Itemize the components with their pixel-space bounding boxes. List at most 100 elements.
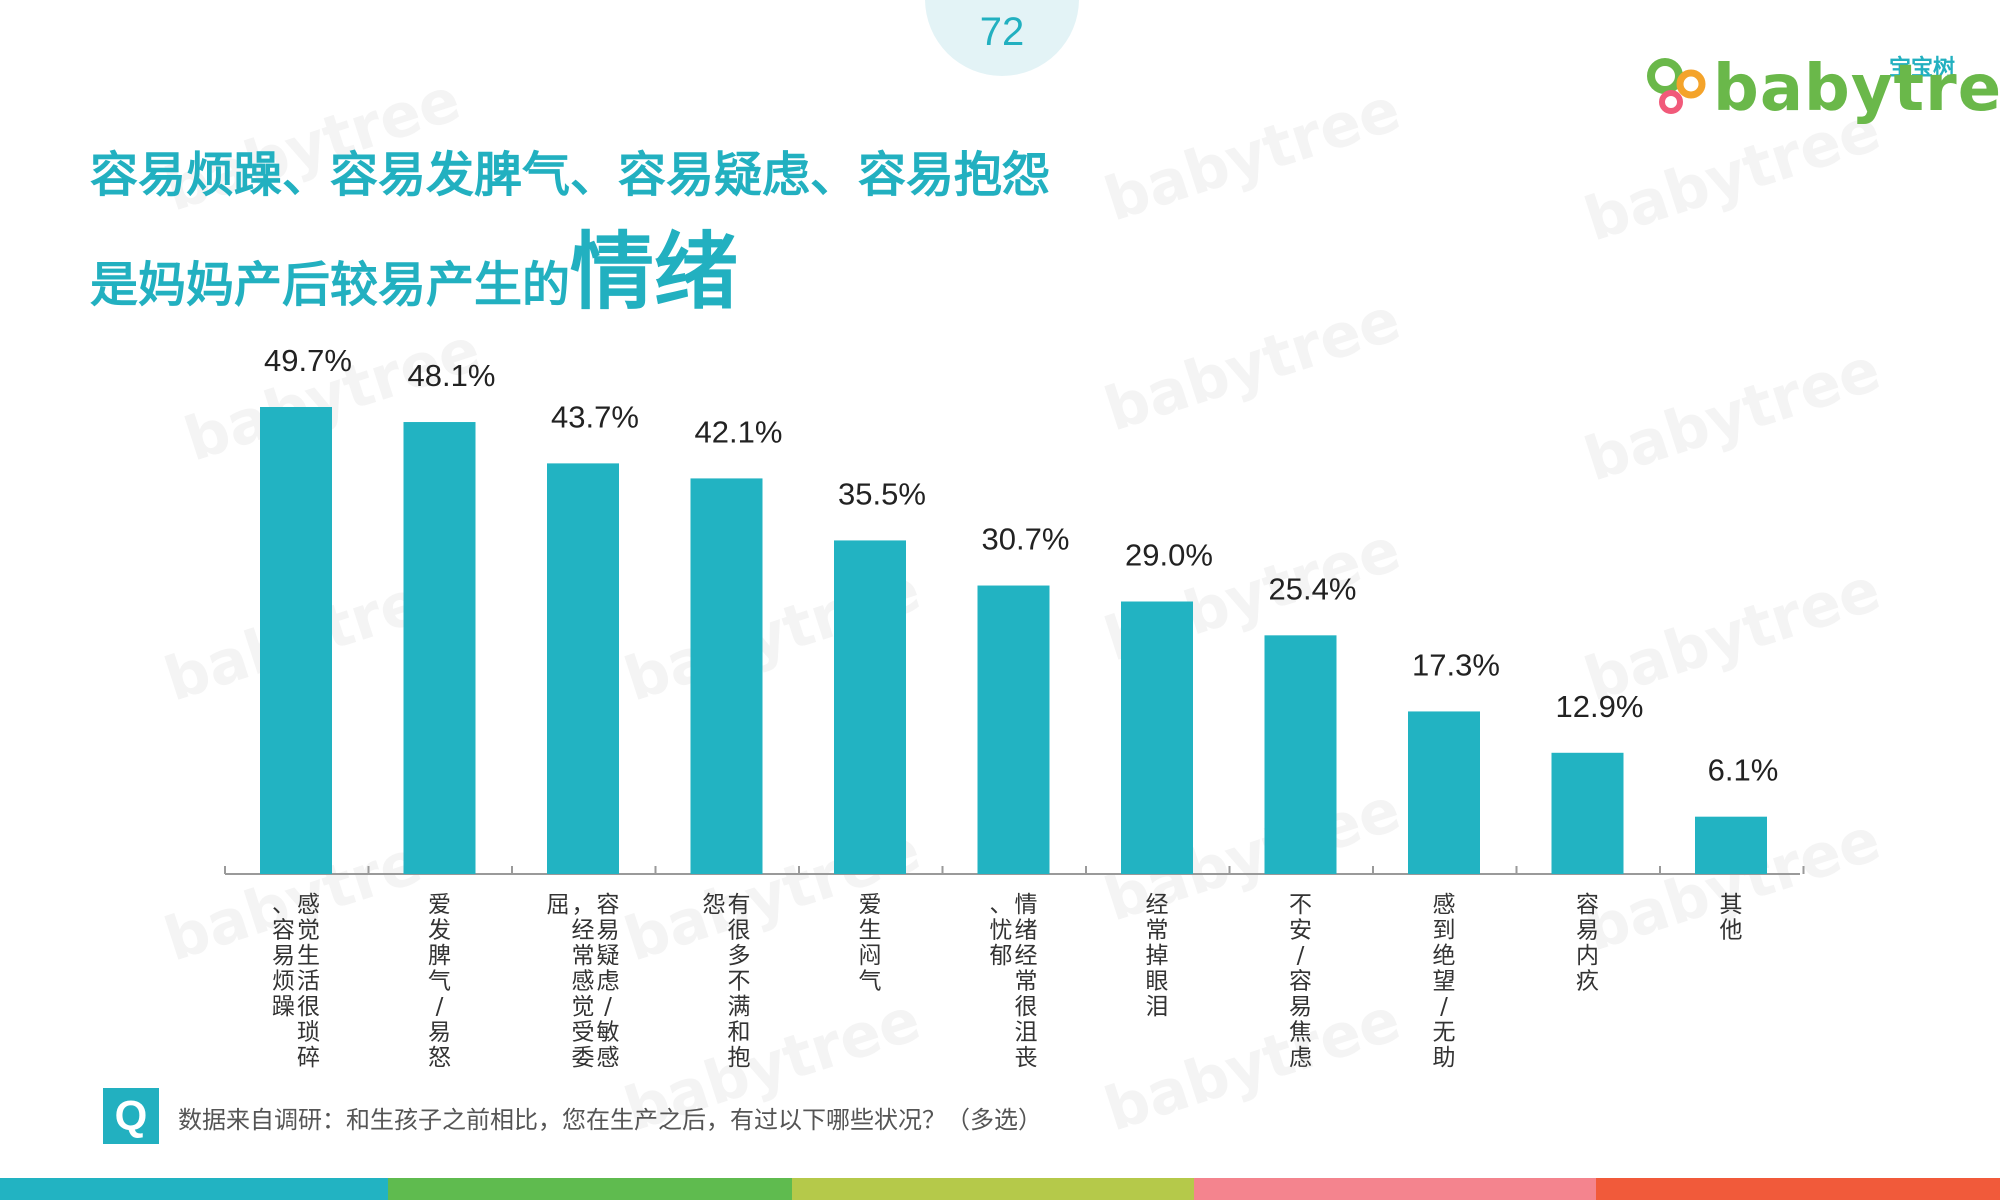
svg-text:/: / <box>436 994 444 1020</box>
svg-text:情: 情 <box>1015 892 1038 918</box>
svg-text:满: 满 <box>728 994 751 1020</box>
svg-text:望: 望 <box>1433 969 1456 995</box>
svg-text:很: 很 <box>728 918 751 944</box>
svg-text:容: 容 <box>1289 969 1312 995</box>
svg-text:易: 易 <box>1576 918 1599 944</box>
svg-text:他: 他 <box>1720 918 1743 944</box>
svg-text:怒: 怒 <box>428 1045 451 1071</box>
svg-text:焦: 焦 <box>1289 1020 1312 1046</box>
bar <box>403 422 476 874</box>
color-stripe-segment <box>388 1178 792 1200</box>
svg-text:郁: 郁 <box>990 943 1013 969</box>
category-label: 其他 <box>1720 892 1743 944</box>
page-title-line-2: 是妈妈产后较易产生的情绪 <box>90 205 738 326</box>
bar <box>690 478 763 874</box>
color-stripe-segment <box>792 1178 1194 1200</box>
svg-text:很: 很 <box>1015 994 1038 1020</box>
svg-text:疑: 疑 <box>597 943 620 969</box>
svg-text:琐: 琐 <box>297 1020 320 1046</box>
svg-text:敏: 敏 <box>597 1020 620 1046</box>
svg-text:脾: 脾 <box>428 943 451 969</box>
svg-text:易: 易 <box>1289 994 1312 1020</box>
svg-text:易: 易 <box>272 943 295 969</box>
svg-text:、: 、 <box>272 892 295 918</box>
svg-text:绝: 绝 <box>1433 943 1456 969</box>
survey-source-note: 数据来自调研：和生孩子之前相比，您在生产之后，有过以下哪些状况？（多选） <box>178 1106 1042 1134</box>
svg-text:怨: 怨 <box>703 892 726 918</box>
svg-text:感: 感 <box>297 892 320 918</box>
bar-value-label: 49.7% <box>264 343 352 378</box>
babytree-logo: 宝宝树 babytree <box>1645 50 2000 126</box>
svg-text:、: 、 <box>990 892 1013 918</box>
bar <box>1551 752 1624 874</box>
svg-text:感: 感 <box>597 1045 620 1071</box>
bar <box>260 407 332 874</box>
color-stripe-segment <box>1596 1178 2000 1200</box>
bar <box>1121 601 1193 874</box>
svg-text:到: 到 <box>1433 918 1456 944</box>
svg-text:感: 感 <box>1433 892 1456 918</box>
svg-text:/: / <box>1297 943 1305 969</box>
bar <box>1408 711 1480 874</box>
bar <box>1695 816 1767 874</box>
bar-value-label: 48.1% <box>408 358 496 393</box>
svg-text:常: 常 <box>1015 969 1038 995</box>
bar-value-label: 35.5% <box>838 476 926 511</box>
svg-text:发: 发 <box>428 918 451 944</box>
svg-text:经: 经 <box>1015 943 1038 969</box>
svg-text:忧: 忧 <box>990 918 1013 944</box>
svg-text:活: 活 <box>297 969 320 995</box>
svg-text:生: 生 <box>859 918 882 944</box>
svg-text:丧: 丧 <box>1015 1045 1038 1071</box>
bar-value-label: 17.3% <box>1412 647 1500 682</box>
svg-text:泪: 泪 <box>1146 994 1169 1020</box>
svg-text:委: 委 <box>572 1045 595 1071</box>
svg-text:易: 易 <box>428 1020 451 1046</box>
svg-text:容: 容 <box>1576 892 1599 918</box>
bar <box>834 540 906 874</box>
svg-text:气: 气 <box>428 969 451 995</box>
svg-text:不: 不 <box>728 969 751 995</box>
bar-value-label: 30.7% <box>982 522 1070 557</box>
logo-chinese-text: 宝宝树 <box>1888 56 1955 81</box>
svg-text:绪: 绪 <box>1015 918 1038 944</box>
svg-text:抱: 抱 <box>728 1045 751 1071</box>
svg-text:眼: 眼 <box>1146 969 1169 995</box>
svg-text:爱: 爱 <box>859 892 882 918</box>
svg-text:无: 无 <box>1433 1020 1456 1046</box>
svg-text:碎: 碎 <box>297 1045 320 1071</box>
svg-text:感: 感 <box>572 969 595 995</box>
logo-wordmark: babytree <box>1713 52 2000 126</box>
svg-text:常: 常 <box>1146 918 1169 944</box>
svg-text:受: 受 <box>572 1020 595 1046</box>
bar-value-label: 12.9% <box>1556 689 1644 724</box>
svg-text:掉: 掉 <box>1146 943 1169 969</box>
svg-text:沮: 沮 <box>1015 1020 1038 1046</box>
svg-text:其: 其 <box>1720 892 1743 918</box>
color-stripe-segment <box>1194 1178 1596 1200</box>
svg-text:虑: 虑 <box>597 969 620 995</box>
svg-text:多: 多 <box>728 943 751 969</box>
bottom-color-stripe <box>0 1178 2000 1200</box>
svg-text:爱: 爱 <box>428 892 451 918</box>
title-emphasis: 情绪 <box>570 223 739 321</box>
svg-text:经: 经 <box>572 918 595 944</box>
svg-text:和: 和 <box>728 1020 751 1046</box>
svg-text:生: 生 <box>297 943 320 969</box>
svg-text:不: 不 <box>1289 892 1312 918</box>
svg-text:屈: 屈 <box>547 892 570 918</box>
bar-value-label: 6.1% <box>1708 753 1779 788</box>
svg-text:易: 易 <box>597 918 620 944</box>
bar <box>977 585 1050 874</box>
bar-value-label: 43.7% <box>551 399 639 434</box>
svg-text:觉: 觉 <box>572 994 595 1020</box>
svg-text:很: 很 <box>297 994 320 1020</box>
page-title-line-1: 容易烦躁、容易发脾气、容易疑虑、容易抱怨 <box>90 147 1051 203</box>
